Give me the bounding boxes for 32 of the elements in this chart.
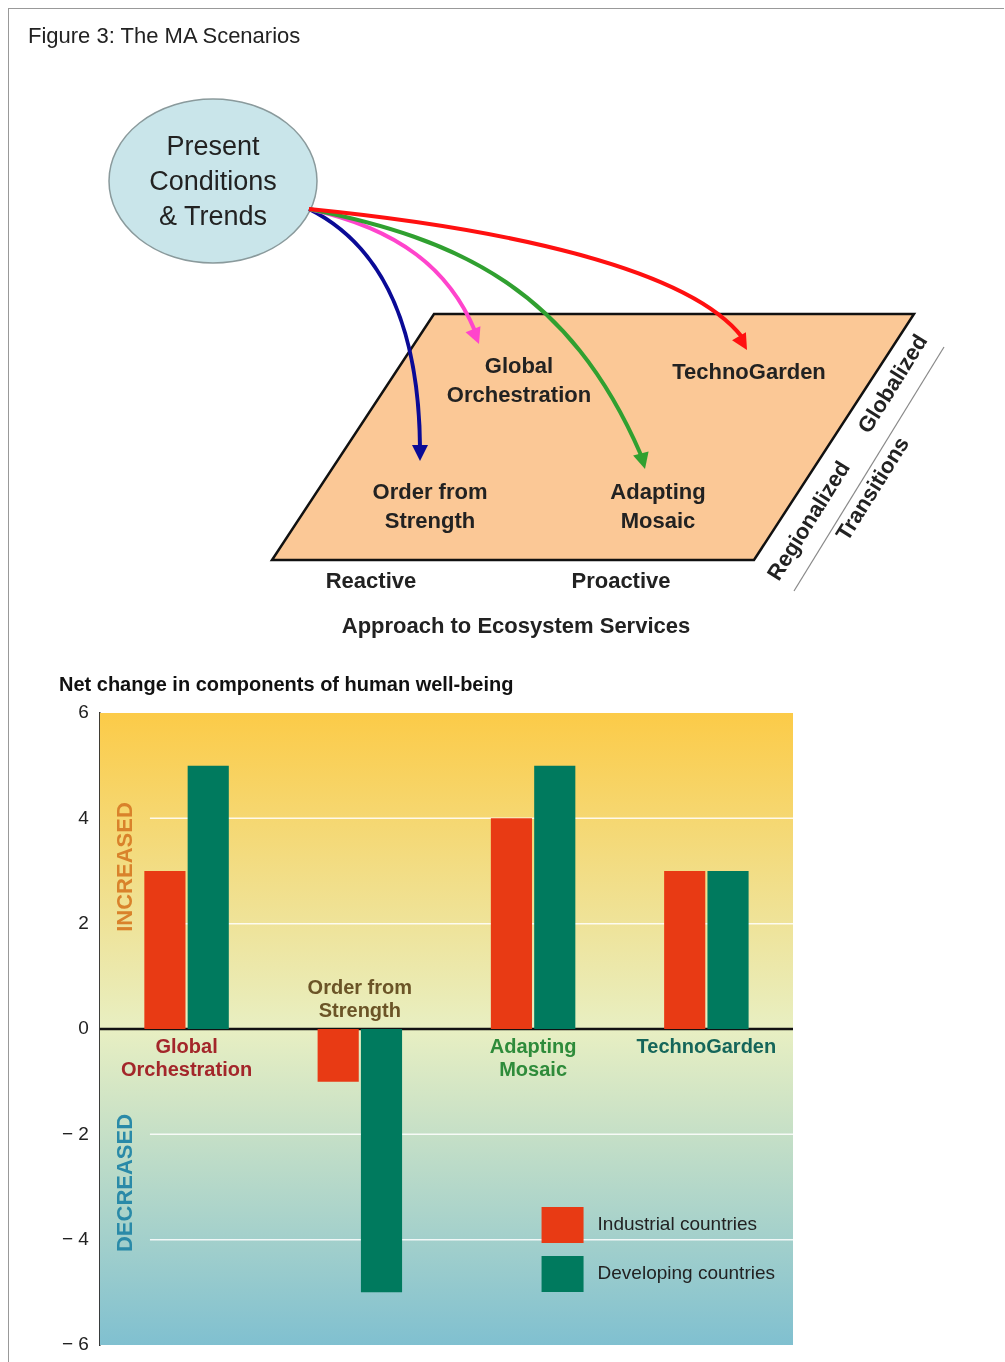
text: Global Orchestration [445,352,593,409]
y-tick-label: 2 [78,911,89,933]
y-tick-label: 6 [78,701,89,723]
text: TechnoGarden [671,357,827,386]
bar [317,1029,359,1082]
y-tick-label: 0 [78,1017,89,1039]
text: Approach to Ecosystem Services [340,611,692,640]
chart-title: Net change in components of human well-being [59,672,514,695]
bar [707,871,749,1029]
bar [187,765,229,1029]
bar [664,871,706,1029]
text: Adapting Mosaic [609,478,707,535]
y-tick-label: − 4 [61,1227,90,1249]
x-tick-label: Adapting Mosaic [489,1034,577,1080]
text: DECREASED [112,1113,137,1253]
legend-label: Developing countries [597,1262,776,1284]
bar [144,871,186,1029]
bar [534,765,576,1029]
text: INCREASED [112,802,137,932]
x-tick-label: TechnoGarden [636,1034,777,1057]
text: Proactive [570,566,672,595]
y-tick-label: − 6 [61,1333,89,1355]
bar [360,1029,403,1293]
text: Order from Strength [371,478,489,535]
legend-label: Industrial countries [597,1213,758,1235]
text: Reactive [324,566,418,595]
y-tick-label: 4 [78,806,90,828]
x-tick-label: Global Orchestration [121,1034,253,1080]
bar [490,818,533,1029]
text: Present Conditions & Trends [148,130,278,234]
y-tick-label: − 2 [61,1122,89,1144]
text: Figure 3: The MA Scenarios [28,23,301,49]
